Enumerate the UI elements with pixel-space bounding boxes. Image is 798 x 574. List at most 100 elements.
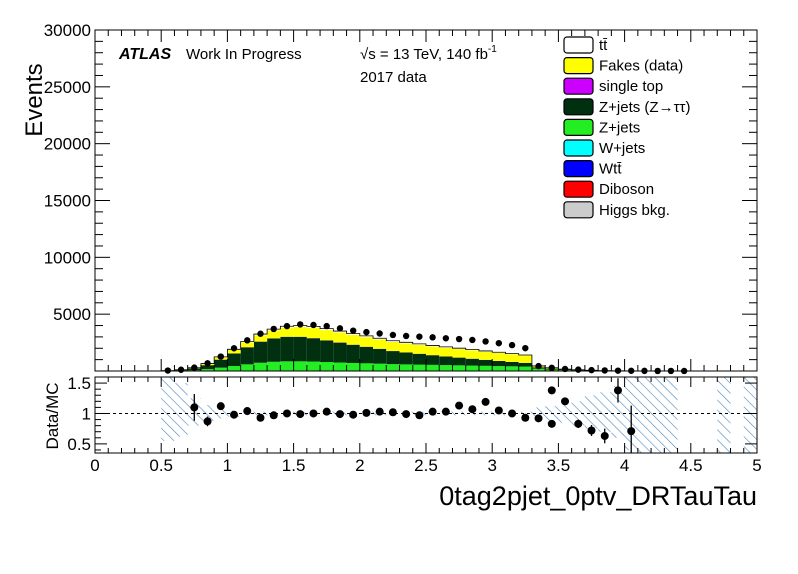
legend-label: Z+jets — [599, 119, 640, 136]
stack-bar-fakes-data — [386, 341, 400, 351]
data-point — [283, 322, 291, 330]
stack-bar-z-jets-z — [320, 340, 334, 363]
ratio-point — [587, 426, 596, 435]
y-tick-label: 20000 — [44, 135, 91, 154]
data-point — [522, 344, 529, 352]
stack-bar-z-jets-z — [359, 346, 374, 364]
stack-bar-fakes-data — [373, 339, 387, 349]
stack-bar-z-jets — [531, 368, 546, 371]
status-label: Work In Progress — [186, 46, 302, 63]
data-point — [177, 366, 185, 373]
data-point — [204, 360, 211, 367]
data-point — [601, 367, 608, 374]
stack-bar-z-jets — [505, 366, 519, 371]
y-tick-label: 10000 — [44, 248, 91, 267]
ratio-point — [203, 417, 212, 426]
data-point — [389, 331, 397, 339]
ratio-point — [269, 411, 278, 420]
legend-label: Z+jets (Z→ττ) — [599, 99, 690, 116]
stack-bar-z-jets — [465, 365, 479, 371]
stack-bar-z-jets-z — [346, 344, 360, 363]
stack-bar-z-jets — [412, 364, 426, 371]
stack-bar-z-jets — [478, 365, 493, 371]
ratio-point — [547, 419, 556, 428]
ratio-points — [190, 378, 636, 453]
stack-bar-tt — [346, 333, 360, 335]
data-point — [402, 332, 410, 340]
uncertainty-bin — [240, 411, 532, 416]
x-tick-label: 4 — [620, 456, 629, 475]
ratio-panel: 0.5 1 1.5 0 0.5 1 1.5 2 2.5 3 3.5 4 4.5 5 Data/MC 0t… — [43, 374, 762, 511]
stack-bar-z-jets — [240, 364, 254, 371]
stack-bar-z-jets — [306, 361, 321, 371]
legend-label: Higgs bkg. — [599, 202, 670, 219]
stack-bar-z-jets-z — [240, 347, 254, 365]
data-point — [416, 333, 423, 340]
stack-bar-z-jets-z — [492, 360, 506, 367]
ratio-point — [547, 386, 556, 395]
stack-bar-tt — [452, 348, 466, 350]
stack-bar-z-jets-z — [280, 336, 294, 362]
stack-bar-fakes-data — [240, 342, 254, 348]
ratio-point — [455, 401, 464, 410]
y-tick-label: 5000 — [53, 305, 91, 324]
ratio-point — [508, 409, 517, 418]
stack-bar-z-jets — [293, 361, 307, 371]
data-point — [363, 328, 370, 336]
ratio-point — [216, 402, 225, 411]
stack-bar-z-jets — [214, 367, 228, 371]
ratio-point — [335, 410, 344, 419]
ratio-point — [296, 410, 305, 419]
stack-bar-z-jets — [227, 366, 241, 371]
stack-bar-fakes-data — [320, 330, 334, 341]
stack-bar-z-jets — [426, 364, 440, 371]
stack-bar-fakes-data — [267, 330, 281, 339]
uncertainty-bin — [598, 392, 612, 432]
ratio-point — [428, 407, 437, 416]
stack-bar-tt — [399, 342, 413, 344]
stack-bar-fakes-data — [280, 327, 294, 337]
ratio-point — [468, 405, 477, 414]
legend-swatch — [563, 180, 594, 198]
data-point — [535, 362, 542, 370]
stack-bar-fakes-data — [253, 335, 268, 342]
data-point — [482, 338, 489, 345]
ratio-point — [190, 403, 199, 412]
main-panel: 5000 10000 15000 20000 25000 30000 Events — [21, 21, 758, 375]
uncertainty-bin — [571, 401, 585, 426]
uncertainty-bin — [200, 404, 215, 421]
stack-bar-z-jets — [518, 366, 532, 371]
data-point — [244, 337, 251, 344]
stack-bar-tt — [373, 338, 387, 340]
ratio-point — [388, 408, 397, 417]
y-tick-label: 15000 — [44, 192, 91, 211]
stack-bar-fakes-data — [359, 337, 374, 347]
ratio-point — [349, 410, 358, 419]
legend: tt̄ Fakes (data) single top Z+jets (Z→ττ) Z+… — [563, 36, 690, 219]
data-point — [217, 353, 224, 360]
atlas-label: ATLAS — [118, 46, 171, 63]
main-y-axis-title: Events — [21, 63, 48, 136]
data-point — [336, 325, 344, 332]
stack-bar-fakes-data — [505, 354, 519, 362]
stack-bar-z-jets — [359, 363, 374, 371]
ratio-x-axis: 0 0.5 1 1.5 2 2.5 3 3.5 4 4.5 5 — [90, 377, 762, 475]
stack-bar-z-jets-z — [505, 362, 519, 367]
stack-bar-z-jets-z — [333, 342, 347, 363]
data-point — [270, 325, 277, 333]
data-point — [495, 339, 503, 347]
ratio-point — [613, 386, 622, 395]
ratio-point — [441, 407, 450, 416]
stack-bar-fakes-data — [465, 350, 479, 359]
legend-label: Wtt̄ — [599, 161, 622, 178]
x-tick-label: 1 — [223, 456, 232, 475]
data-points — [164, 321, 688, 375]
data-point — [508, 341, 516, 349]
stack-bar-z-jets — [439, 365, 453, 371]
x-tick-label: 3.5 — [547, 456, 571, 475]
data-point — [442, 335, 450, 342]
stack-bar-z-jets-z — [478, 359, 493, 366]
uncertainty-bin — [584, 395, 599, 429]
data-point — [429, 334, 436, 341]
